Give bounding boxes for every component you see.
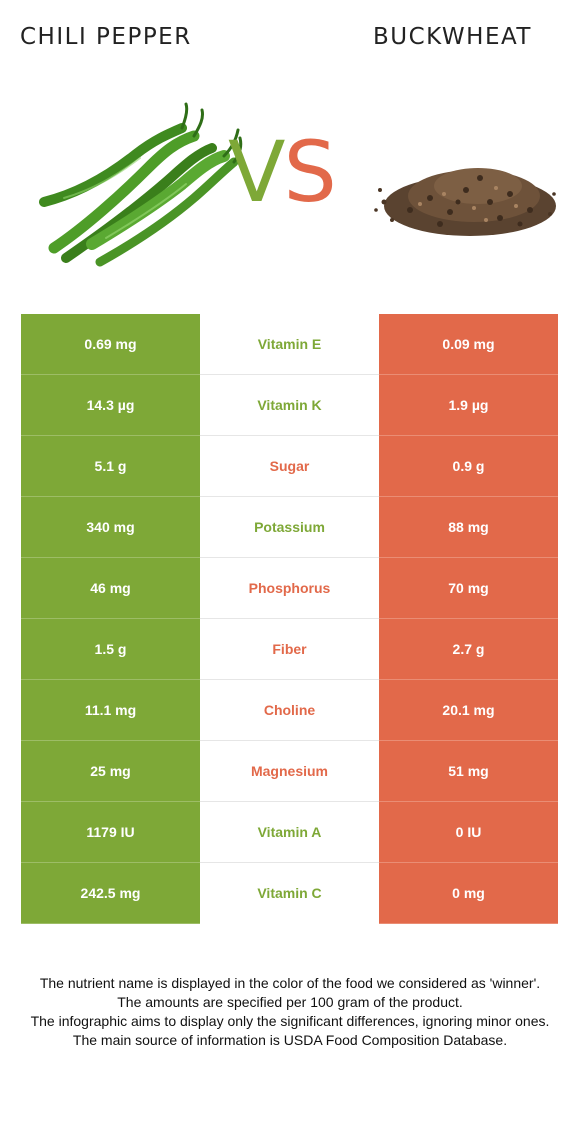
nutrient-name-cell: Vitamin E [200,314,379,374]
nutrient-name-cell: Phosphorus [200,558,379,618]
chili-value-cell: 25 mg [21,741,200,802]
buckwheat-value-cell: 1.9 µg [379,375,558,436]
chili-value-cell: 11.1 mg [21,680,200,741]
chili-value-cell: 0.69 mg [21,314,200,375]
vs-label: VS [228,130,337,214]
buckwheat-value-cell: 0 IU [379,802,558,863]
chili-value-cell: 14.3 µg [21,375,200,436]
chili-value-cell: 46 mg [21,558,200,619]
chili-value-cell: 1.5 g [21,619,200,680]
nutrient-name-cell: Vitamin C [200,863,379,923]
left-food-title: CHILI PEPPER [20,24,192,50]
footer-line-source: The main source of information is USDA F… [72,1032,508,1048]
table-row: 340 mg Potassium 88 mg [21,497,558,558]
buckwheat-value-cell: 20.1 mg [379,680,558,741]
nutrient-name-cell: Choline [200,680,379,740]
footer-line-aims: The infographic aims to display only the… [30,1013,550,1029]
table-row: 0.69 mg Vitamin E 0.09 mg [21,314,558,375]
chili-value-cell: 5.1 g [21,436,200,497]
buckwheat-value-cell: 70 mg [379,558,558,619]
chili-value-cell: 1179 IU [21,802,200,863]
buckwheat-value-cell: 88 mg [379,497,558,558]
buckwheat-value-cell: 51 mg [379,741,558,802]
right-food-title: BUCKWHEAT [372,24,532,50]
table-row: 1.5 g Fiber 2.7 g [21,619,558,680]
green-chili-peppers-image [39,102,243,267]
table-row: 25 mg Magnesium 51 mg [21,741,558,802]
table-row: 14.3 µg Vitamin K 1.9 µg [21,375,558,436]
table-row: 46 mg Phosphorus 70 mg [21,558,558,619]
nutrient-name-cell: Potassium [200,497,379,557]
nutrient-name-cell: Sugar [200,436,379,496]
table-row: 11.1 mg Choline 20.1 mg [21,680,558,741]
vs-s-letter: S [283,123,336,221]
buckwheat-value-cell: 0.09 mg [379,314,558,375]
buckwheat-value-cell: 0.9 g [379,436,558,497]
footer-line-winner: The nutrient name is displayed in the co… [39,975,541,991]
vs-v-letter: V [228,123,285,221]
buckwheat-value-cell: 0 mg [379,863,558,924]
buckwheat-groats-pile-image [374,168,556,236]
nutrient-name-cell: Fiber [200,619,379,679]
nutrient-name-cell: Magnesium [200,741,379,801]
footer-line-amounts: The amounts are specified per 100 gram o… [117,994,463,1010]
table-row: 5.1 g Sugar 0.9 g [21,436,558,497]
nutrient-name-cell: Vitamin A [200,802,379,862]
chili-value-cell: 242.5 mg [21,863,200,924]
nutrient-name-cell: Vitamin K [200,375,379,435]
buckwheat-value-cell: 2.7 g [379,619,558,680]
footer-notes: The nutrient name is displayed in the co… [14,974,566,1050]
chili-value-cell: 340 mg [21,497,200,558]
